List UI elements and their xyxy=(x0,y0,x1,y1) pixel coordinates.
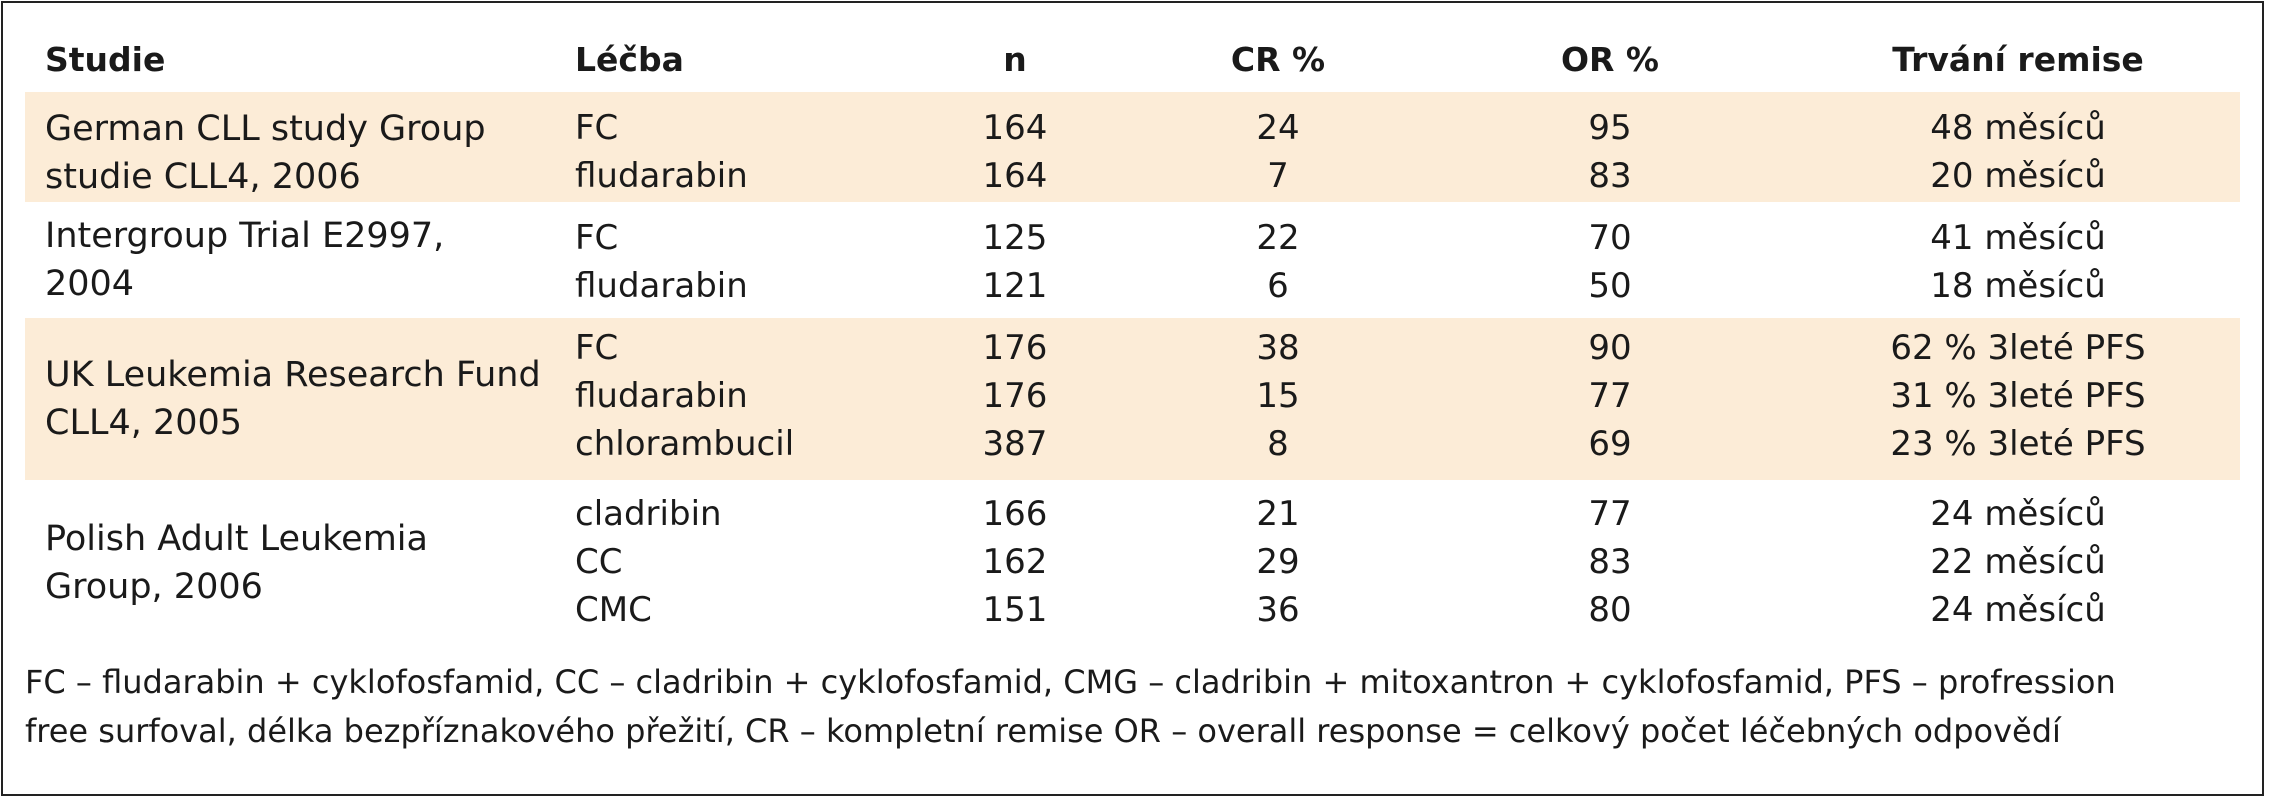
header-or: OR % xyxy=(1560,40,1660,79)
cell-treatment: FC xyxy=(575,108,619,148)
cell-n: 176 xyxy=(982,328,1048,368)
cell-duration: 20 měsíců xyxy=(1930,156,2106,196)
cell-duration: 62 % 3leté PFS xyxy=(1890,328,2146,368)
cell-cr: 15 xyxy=(1256,376,1300,416)
study-name: Intergroup Trial E2997, 2004 xyxy=(45,212,444,308)
cell-cr: 29 xyxy=(1256,542,1300,582)
table-header: Studie Léčba n CR % OR % Trvání remise xyxy=(25,34,2240,90)
cell-or: 50 xyxy=(1588,266,1632,306)
cell-n: 162 xyxy=(982,542,1048,582)
cell-cr: 24 xyxy=(1256,108,1300,148)
study-name-line: UK Leukemia Research Fund xyxy=(45,355,541,395)
cell-cr: 6 xyxy=(1267,266,1289,306)
cell-n: 151 xyxy=(982,590,1048,630)
cell-duration: 22 měsíců xyxy=(1930,542,2106,582)
study-name-line: studie CLL4, 2006 xyxy=(45,157,361,197)
cell-treatment: fludarabin xyxy=(575,156,748,196)
footnote-line-1: FC – fludarabin + cyklofosfamid, CC – cl… xyxy=(25,663,2116,701)
cell-n: 121 xyxy=(982,266,1048,306)
study-name-line: German CLL study Group xyxy=(45,109,486,149)
cell-treatment: CC xyxy=(575,542,623,582)
study-name-line: Intergroup Trial E2997, xyxy=(45,216,445,256)
cell-cr: 7 xyxy=(1267,156,1289,196)
study-name: German CLL study Group studie CLL4, 2006 xyxy=(45,105,486,201)
footnote-line-2: free surfoval, délka bezpříznakového pře… xyxy=(25,712,2061,750)
study-name-line: Polish Adult Leukemia xyxy=(45,519,428,559)
cell-cr: 21 xyxy=(1256,494,1300,534)
cell-n: 164 xyxy=(982,108,1048,148)
header-cr: CR % xyxy=(1230,40,1326,79)
cell-cr: 36 xyxy=(1256,590,1300,630)
cell-duration: 23 % 3leté PFS xyxy=(1890,424,2146,464)
cell-n: 164 xyxy=(982,156,1048,196)
cell-duration: 31 % 3leté PFS xyxy=(1890,376,2146,416)
cell-treatment: FC xyxy=(575,218,619,258)
header-study: Studie xyxy=(45,40,166,79)
study-name-line: Group, 2006 xyxy=(45,567,263,607)
cell-or: 80 xyxy=(1588,590,1632,630)
cell-n: 166 xyxy=(982,494,1048,534)
cell-cr: 38 xyxy=(1256,328,1300,368)
cell-or: 90 xyxy=(1588,328,1632,368)
cell-n: 387 xyxy=(982,424,1048,464)
cell-duration: 48 měsíců xyxy=(1930,108,2106,148)
cell-or: 77 xyxy=(1588,494,1632,534)
header-n: n xyxy=(1003,40,1027,79)
study-name-line: CLL4, 2005 xyxy=(45,403,243,443)
cell-treatment: CMC xyxy=(575,590,652,630)
cell-treatment: fludarabin xyxy=(575,266,748,306)
cell-or: 70 xyxy=(1588,218,1632,258)
header-duration: Trvání remise xyxy=(1892,40,2144,79)
cell-duration: 41 měsíců xyxy=(1930,218,2106,258)
cell-treatment: fludarabin xyxy=(575,376,748,416)
cell-or: 77 xyxy=(1588,376,1632,416)
cell-or: 83 xyxy=(1588,542,1632,582)
study-name: UK Leukemia Research Fund CLL4, 2005 xyxy=(45,351,541,447)
cell-duration: 24 měsíců xyxy=(1930,590,2106,630)
cell-n: 176 xyxy=(982,376,1048,416)
cell-cr: 8 xyxy=(1267,424,1289,464)
table-footnote: FC – fludarabin + cyklofosfamid, CC – cl… xyxy=(25,658,2245,756)
table-group: German CLL study Group studie CLL4, 2006 F… xyxy=(25,92,2240,202)
cell-or: 69 xyxy=(1588,424,1632,464)
cell-treatment: FC xyxy=(575,328,619,368)
table-group: UK Leukemia Research Fund CLL4, 2005 FC 176… xyxy=(25,318,2240,480)
cell-duration: 18 měsíců xyxy=(1930,266,2106,306)
table-group: Intergroup Trial E2997, 2004 FC 125 22 70 41 m… xyxy=(25,208,2240,312)
header-treatment: Léčba xyxy=(575,40,684,79)
cell-treatment: chlorambucil xyxy=(575,424,795,464)
study-name: Polish Adult Leukemia Group, 2006 xyxy=(45,515,428,611)
study-name-line: 2004 xyxy=(45,264,135,304)
cell-or: 83 xyxy=(1588,156,1632,196)
table-group: Polish Adult Leukemia Group, 2006 cladribi… xyxy=(25,484,2240,642)
cell-cr: 22 xyxy=(1256,218,1300,258)
cell-or: 95 xyxy=(1588,108,1632,148)
cell-n: 125 xyxy=(982,218,1048,258)
cell-treatment: cladribin xyxy=(575,494,722,534)
cell-duration: 24 měsíců xyxy=(1930,494,2106,534)
